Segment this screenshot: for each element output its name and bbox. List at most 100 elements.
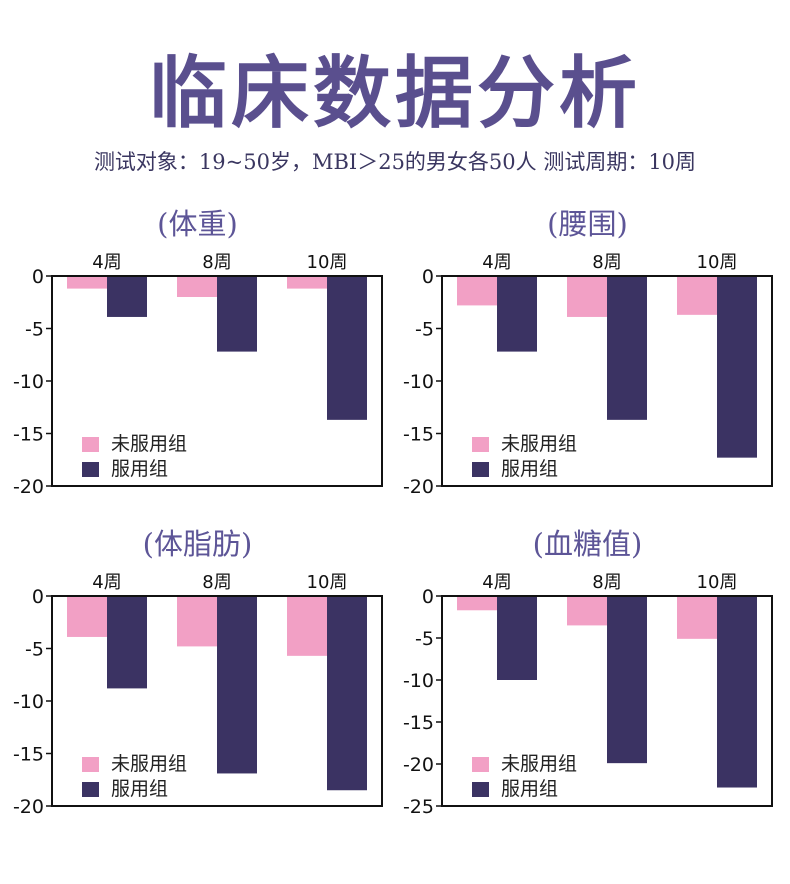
y-tick-label: -15 <box>403 424 434 446</box>
x-category-label: 8周 <box>592 572 621 593</box>
bar-treated-3 <box>717 276 757 458</box>
bar-untreated-2 <box>177 276 217 297</box>
bar-chart-body-fat: 0 -5 -10 -15 -20 4周 8周 10周 <box>13 572 383 818</box>
y-tick-label: 0 <box>422 266 434 288</box>
chart-weight: (体重) 0 -5 -10 -15 -20 4周 8周 10周 未服用组 服用组 <box>0 200 395 520</box>
legend-label: 未服用组 <box>501 753 578 775</box>
chart-title: (体重) <box>157 207 238 241</box>
bar-untreated-1 <box>457 276 497 306</box>
legend-swatch <box>472 462 489 477</box>
y-tick-label: -20 <box>403 754 434 776</box>
legend-item-untreated: 未服用组 <box>472 432 577 457</box>
legend-item-untreated: 未服用组 <box>82 752 187 777</box>
y-tick-label: -15 <box>13 424 44 446</box>
bar-chart-weight: 0 -5 -10 -15 -20 4周 8周 10周 <box>13 252 383 498</box>
chart-waist: (腰围) 0 -5 -10 -15 -20 4周 8周 10周 未服用组 服用组 <box>390 200 785 520</box>
x-category-label: 4周 <box>482 252 511 273</box>
legend-item-untreated: 未服用组 <box>82 432 187 457</box>
y-tick-label: -20 <box>13 476 44 498</box>
y-tick-label: 0 <box>32 266 44 288</box>
bar-untreated-1 <box>67 276 107 289</box>
y-tick-label: -20 <box>403 476 434 498</box>
chart-body-fat: (体脂肪) 0 -5 -10 -15 -20 4周 8周 10周 未服用组 服用组 <box>0 520 395 840</box>
page-subtitle: 测试对象：19~50岁，MBI＞25的男女各50人 测试周期：10周 <box>93 150 697 174</box>
bar-untreated-1 <box>457 596 497 611</box>
legend-item-treated: 服用组 <box>82 457 187 482</box>
chart-title: (体脂肪) <box>142 527 253 561</box>
bar-treated-1 <box>107 276 147 317</box>
legend-swatch <box>82 782 99 797</box>
x-category-label: 10周 <box>307 252 348 273</box>
x-category-label: 10周 <box>697 252 738 273</box>
x-category-label: 8周 <box>592 252 621 273</box>
legend-label: 未服用组 <box>111 753 188 775</box>
bar-untreated-1 <box>67 596 107 637</box>
chart-legend: 未服用组 服用组 <box>82 432 187 482</box>
page-title: 临床数据分析 <box>148 48 641 139</box>
legend-label: 服用组 <box>111 778 169 800</box>
bar-treated-2 <box>607 596 647 764</box>
y-tick-label: -5 <box>25 639 44 661</box>
y-tick-label: -25 <box>403 796 434 818</box>
bar-treated-3 <box>327 596 367 791</box>
legend-label: 服用组 <box>501 458 559 480</box>
chart-legend: 未服用组 服用组 <box>472 432 577 482</box>
legend-item-treated: 服用组 <box>472 457 577 482</box>
bar-treated-2 <box>217 276 257 352</box>
x-category-label: 8周 <box>202 572 231 593</box>
bar-untreated-3 <box>287 276 327 289</box>
chart-title: (腰围) <box>547 207 628 241</box>
y-tick-label: -10 <box>403 371 434 393</box>
y-tick-label: -5 <box>415 628 434 650</box>
legend-label: 服用组 <box>501 778 559 800</box>
chart-legend: 未服用组 服用组 <box>82 752 187 802</box>
bar-chart-blood-sugar: 0 -5 -10 -15 -20 -25 4周 8周 10周 <box>403 572 773 818</box>
x-category-label: 4周 <box>92 572 121 593</box>
bar-untreated-2 <box>567 596 607 626</box>
bar-treated-1 <box>497 596 537 680</box>
y-tick-label: -15 <box>13 744 44 766</box>
bar-untreated-2 <box>567 276 607 317</box>
legend-swatch <box>82 462 99 477</box>
y-tick-label: -5 <box>25 319 44 341</box>
legend-swatch <box>82 757 99 772</box>
y-tick-label: 0 <box>422 586 434 608</box>
bar-treated-3 <box>327 276 367 420</box>
y-tick-label: 0 <box>32 586 44 608</box>
legend-label: 未服用组 <box>111 433 188 455</box>
chart-legend: 未服用组 服用组 <box>472 752 577 802</box>
bar-treated-1 <box>107 596 147 689</box>
x-category-label: 8周 <box>202 252 231 273</box>
y-tick-label: -10 <box>13 691 44 713</box>
y-tick-label: -10 <box>13 371 44 393</box>
bar-untreated-3 <box>287 596 327 656</box>
y-tick-label: -15 <box>403 712 434 734</box>
x-category-label: 10周 <box>307 572 348 593</box>
y-tick-label: -10 <box>403 670 434 692</box>
x-category-label: 4周 <box>482 572 511 593</box>
legend-swatch <box>472 437 489 452</box>
x-category-label: 4周 <box>92 252 121 273</box>
y-tick-label: -5 <box>415 319 434 341</box>
bar-untreated-3 <box>677 596 717 639</box>
legend-label: 服用组 <box>111 458 169 480</box>
legend-item-untreated: 未服用组 <box>472 752 577 777</box>
legend-item-treated: 服用组 <box>82 777 187 802</box>
legend-label: 未服用组 <box>501 433 578 455</box>
chart-title: (血糖值) <box>532 527 643 561</box>
legend-item-treated: 服用组 <box>472 777 577 802</box>
bar-treated-2 <box>607 276 647 420</box>
bar-treated-1 <box>497 276 537 352</box>
bar-treated-2 <box>217 596 257 774</box>
legend-swatch <box>472 782 489 797</box>
bar-chart-waist: 0 -5 -10 -15 -20 4周 8周 10周 <box>403 252 773 498</box>
legend-swatch <box>82 437 99 452</box>
bar-untreated-3 <box>677 276 717 315</box>
x-category-label: 10周 <box>697 572 738 593</box>
y-tick-label: -20 <box>13 796 44 818</box>
legend-swatch <box>472 757 489 772</box>
plot-frame <box>441 595 773 807</box>
chart-blood-sugar: (血糖值) 0 -5 -10 -15 -20 -25 4周 8周 10周 未服用组 服用组 <box>390 520 785 840</box>
bar-untreated-2 <box>177 596 217 647</box>
bar-treated-3 <box>717 596 757 788</box>
